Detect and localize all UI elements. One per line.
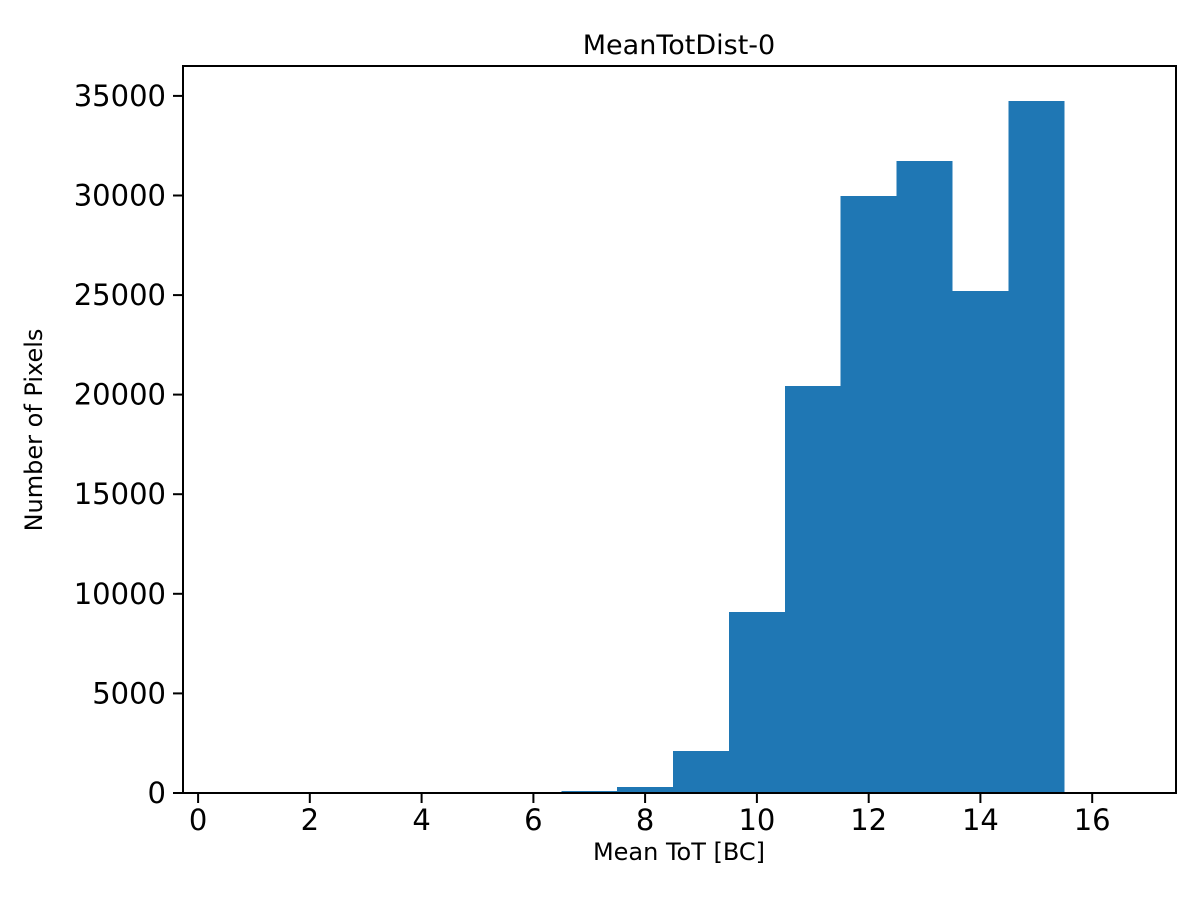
x-tick-label: 0 xyxy=(189,803,207,837)
histogram-bar xyxy=(784,386,841,793)
histogram-bar xyxy=(673,750,729,793)
histogram-bar xyxy=(896,161,953,793)
x-tick-label: 12 xyxy=(850,803,887,837)
x-tick-label: 4 xyxy=(412,803,430,837)
y-axis-label: Number of Pixels xyxy=(20,329,48,532)
chart-title: MeanTotDist-0 xyxy=(583,30,775,61)
x-tick-label: 2 xyxy=(301,803,319,837)
y-tick-label: 0 xyxy=(148,776,166,810)
histogram-bar xyxy=(1008,100,1065,793)
y-tick-label: 30000 xyxy=(74,179,166,213)
x-tick-label: 10 xyxy=(738,803,775,837)
y-tick-label: 5000 xyxy=(92,676,166,710)
histogram-bar xyxy=(952,290,1009,793)
x-tick-label: 14 xyxy=(962,803,999,837)
y-tick-label: 10000 xyxy=(74,577,166,611)
histogram-bar xyxy=(729,612,785,793)
axes-layer: 0 2 4 6 8 10 12 14 16 0 5000 10000 15000 20000 25000 30… xyxy=(74,65,1177,837)
x-tick-label: 8 xyxy=(636,803,654,837)
x-tick-label: 16 xyxy=(1074,803,1111,837)
histogram-bar xyxy=(617,787,674,793)
x-axis-label: Mean ToT [BC] xyxy=(593,838,765,866)
plot-border xyxy=(182,65,1177,794)
y-tick-label: 25000 xyxy=(74,278,166,312)
y-tick-label: 20000 xyxy=(74,378,166,412)
x-tick-label: 6 xyxy=(524,803,542,837)
y-tick-label: 15000 xyxy=(74,477,166,511)
y-tick-label: 35000 xyxy=(74,79,166,113)
bars-layer xyxy=(561,100,1065,793)
histogram-bar xyxy=(840,195,897,793)
